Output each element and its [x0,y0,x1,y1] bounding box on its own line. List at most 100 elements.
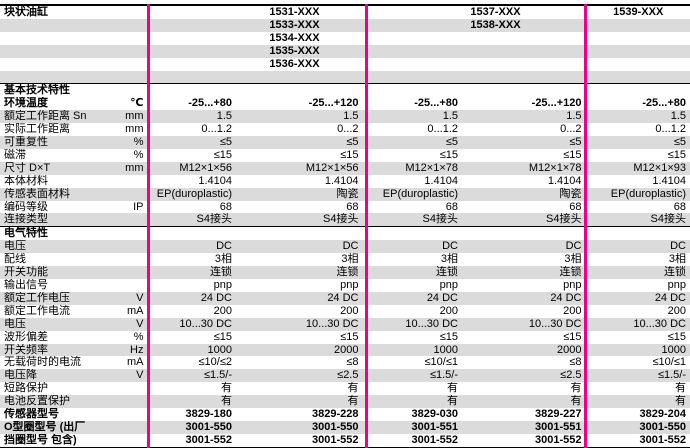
cell-value-col3: ≤15 [439,148,458,161]
label-spacer [0,58,105,71]
row-label: 电压降 [0,369,105,383]
row-unit [105,420,150,434]
model-number-group3: 1539-XXX [613,6,664,18]
model-number-group1: 1533-XXX [148,18,368,32]
cell-value-col2: 3001-552 [238,433,368,448]
cell-value-col4: 1.4104 [464,174,587,188]
model-row: 1535-XXX [0,44,690,58]
cell-value-col5: 1.5 [585,110,690,124]
row-unit: ℃ [105,97,150,111]
cell-value-col3: 3相 [440,253,458,266]
section-title: 电气特性 [0,226,105,241]
cell-value-col3: 3001-552 [411,433,459,446]
row-label: 可重复性 [0,136,105,149]
cell-value-col3: 0...1.2 [427,123,458,136]
spec-row: 传感器型号 3829-180 3829-228 3829-030 3829-227 382… [0,408,690,421]
cell-value-col3: 有 [447,382,458,395]
row-label: O型圈型号 (出厂 [0,420,105,434]
cell-value-col4: 1.5 [464,110,587,124]
cell-value-col4: 68 [464,200,587,214]
cell-value-col3: 1000 [366,343,464,357]
cell-value-col4: DC [464,240,587,254]
cell-value-col1: 0...1.2 [201,123,232,136]
cell-value-col2: 有 [238,382,368,396]
row-unit [105,187,150,201]
cell-value-col3: ≤1.5/- [366,369,464,383]
cell-value-col4: -25...+120 [464,97,587,111]
cell-value-col4: S4接头 [464,213,587,227]
cell-value-col1: S4接头 [148,213,238,227]
row-label: 波形偏差 [4,330,48,343]
cell-value-col4: 陶瓷 [464,187,587,201]
model-number-group1 [148,70,368,84]
cell-value-col3: 3001-551 [366,420,464,434]
row-label: 本体材料 [4,174,48,187]
spec-row: 本体材料 1.4104 1.4104 1.4104 1.4104 1.4104 [0,174,690,188]
cell-value-col5: 连锁 [585,266,690,280]
cell-value-col3: 10...30 DC [366,317,464,331]
row-unit [105,266,150,280]
cell-value-col2: -25...+120 [238,97,368,111]
row-unit: V [105,291,150,305]
row-label: 编码等级 [4,200,48,213]
row-unit [105,240,150,254]
row-unit: Hz [105,343,150,357]
spec-row: 短路保护有有有有有 [0,382,690,396]
cell-spacer [366,226,464,241]
cell-value-col4: ≤8 [464,356,587,370]
cell-value-col3: 200 [439,304,458,317]
row-unit: V [105,317,150,331]
cell-value-col5: 3001-552 [639,433,687,446]
spec-row: 可重复性% ≤5 ≤5 ≤5 ≤5 ≤5 [0,136,690,149]
cell-value-col4: 3相 [464,253,587,267]
cell-value-col4: 0...2 [464,123,587,137]
page-title: 块状油缸 [4,6,48,18]
model-number-group3 [585,44,690,58]
cell-value-col5: 有 [675,382,686,395]
model-row: 1534-XXX [0,31,690,45]
cell-value-col2: 连锁 [238,266,368,280]
cell-value-col2: 3829-228 [238,408,368,421]
cell-value-col1: 1.5 [148,110,238,124]
row-label: 磁滞 [4,148,26,161]
row-unit [105,279,150,292]
spec-table-body: 块状油缸 1531-XXX 1537-XXX 1539-XXX 1533-XXX 1538… [0,5,690,448]
spec-row: 编码等级 IP 68 68 68 68 68 [0,200,690,214]
cell-value-col2: ≤5 [238,136,368,149]
spec-row: 开关频率 Hz 1000 2000 1000 2000 1000 [0,343,690,357]
row-unit [105,213,150,227]
cell-value-col3: -25...+80 [414,97,458,110]
label-spacer [0,44,105,58]
cell-value-col2: ≤15 [238,148,368,162]
cell-value-col3: ≤10/≤1 [424,356,458,369]
cell-value-col3: 24 DC [366,291,464,305]
cell-value-col2: 陶瓷 [238,187,368,201]
cell-value-col1: EP(duroplastic) [148,187,238,201]
cell-spacer [148,83,238,98]
spec-row: 实际工作距离 mm 0...1.2 0...2 0...1.2 0...2 0...1.2 [0,123,690,137]
row-label: 传感表面材料 [0,187,105,201]
cell-value-col2: 0...2 [238,123,368,137]
cell-value-col2: 24 DC [238,291,368,305]
spec-row: 尺寸 D×T mm M12×1×56 M12×1×56 M12×1×78 M12×1×78… [0,161,690,175]
cell-value-col1: 24 DC [148,291,238,305]
cell-value-col4: 3829-227 [464,408,587,421]
row-label: 开关功能 [0,266,105,280]
cell-value-col4: 连锁 [464,266,587,280]
cell-value-col2: 3001-550 [238,420,368,434]
cell-value-col5: ≤15 [667,148,686,161]
spec-row: O型圈型号 (出厂 3001-550 3001-550 3001-551 3001-55… [0,420,690,434]
model-number-group3 [585,58,690,71]
cell-value-col1: 68 [219,200,232,213]
cell-value-col4: 10...30 DC [464,317,587,331]
cell-value-col1: ≤10/≤2 [198,356,232,369]
cell-value-col2: S4接头 [238,213,368,227]
unit-spacer [105,57,150,71]
cell-value-col1: 3001-552 [185,433,233,446]
row-label: 额定工作距离 Sn [0,110,105,124]
row-unit: mm [105,123,150,137]
cell-value-col1: -25...+80 [188,97,232,110]
cell-value-col3: M12×1×78 [366,161,464,175]
model-number-group1: 1535-XXX [148,44,368,58]
